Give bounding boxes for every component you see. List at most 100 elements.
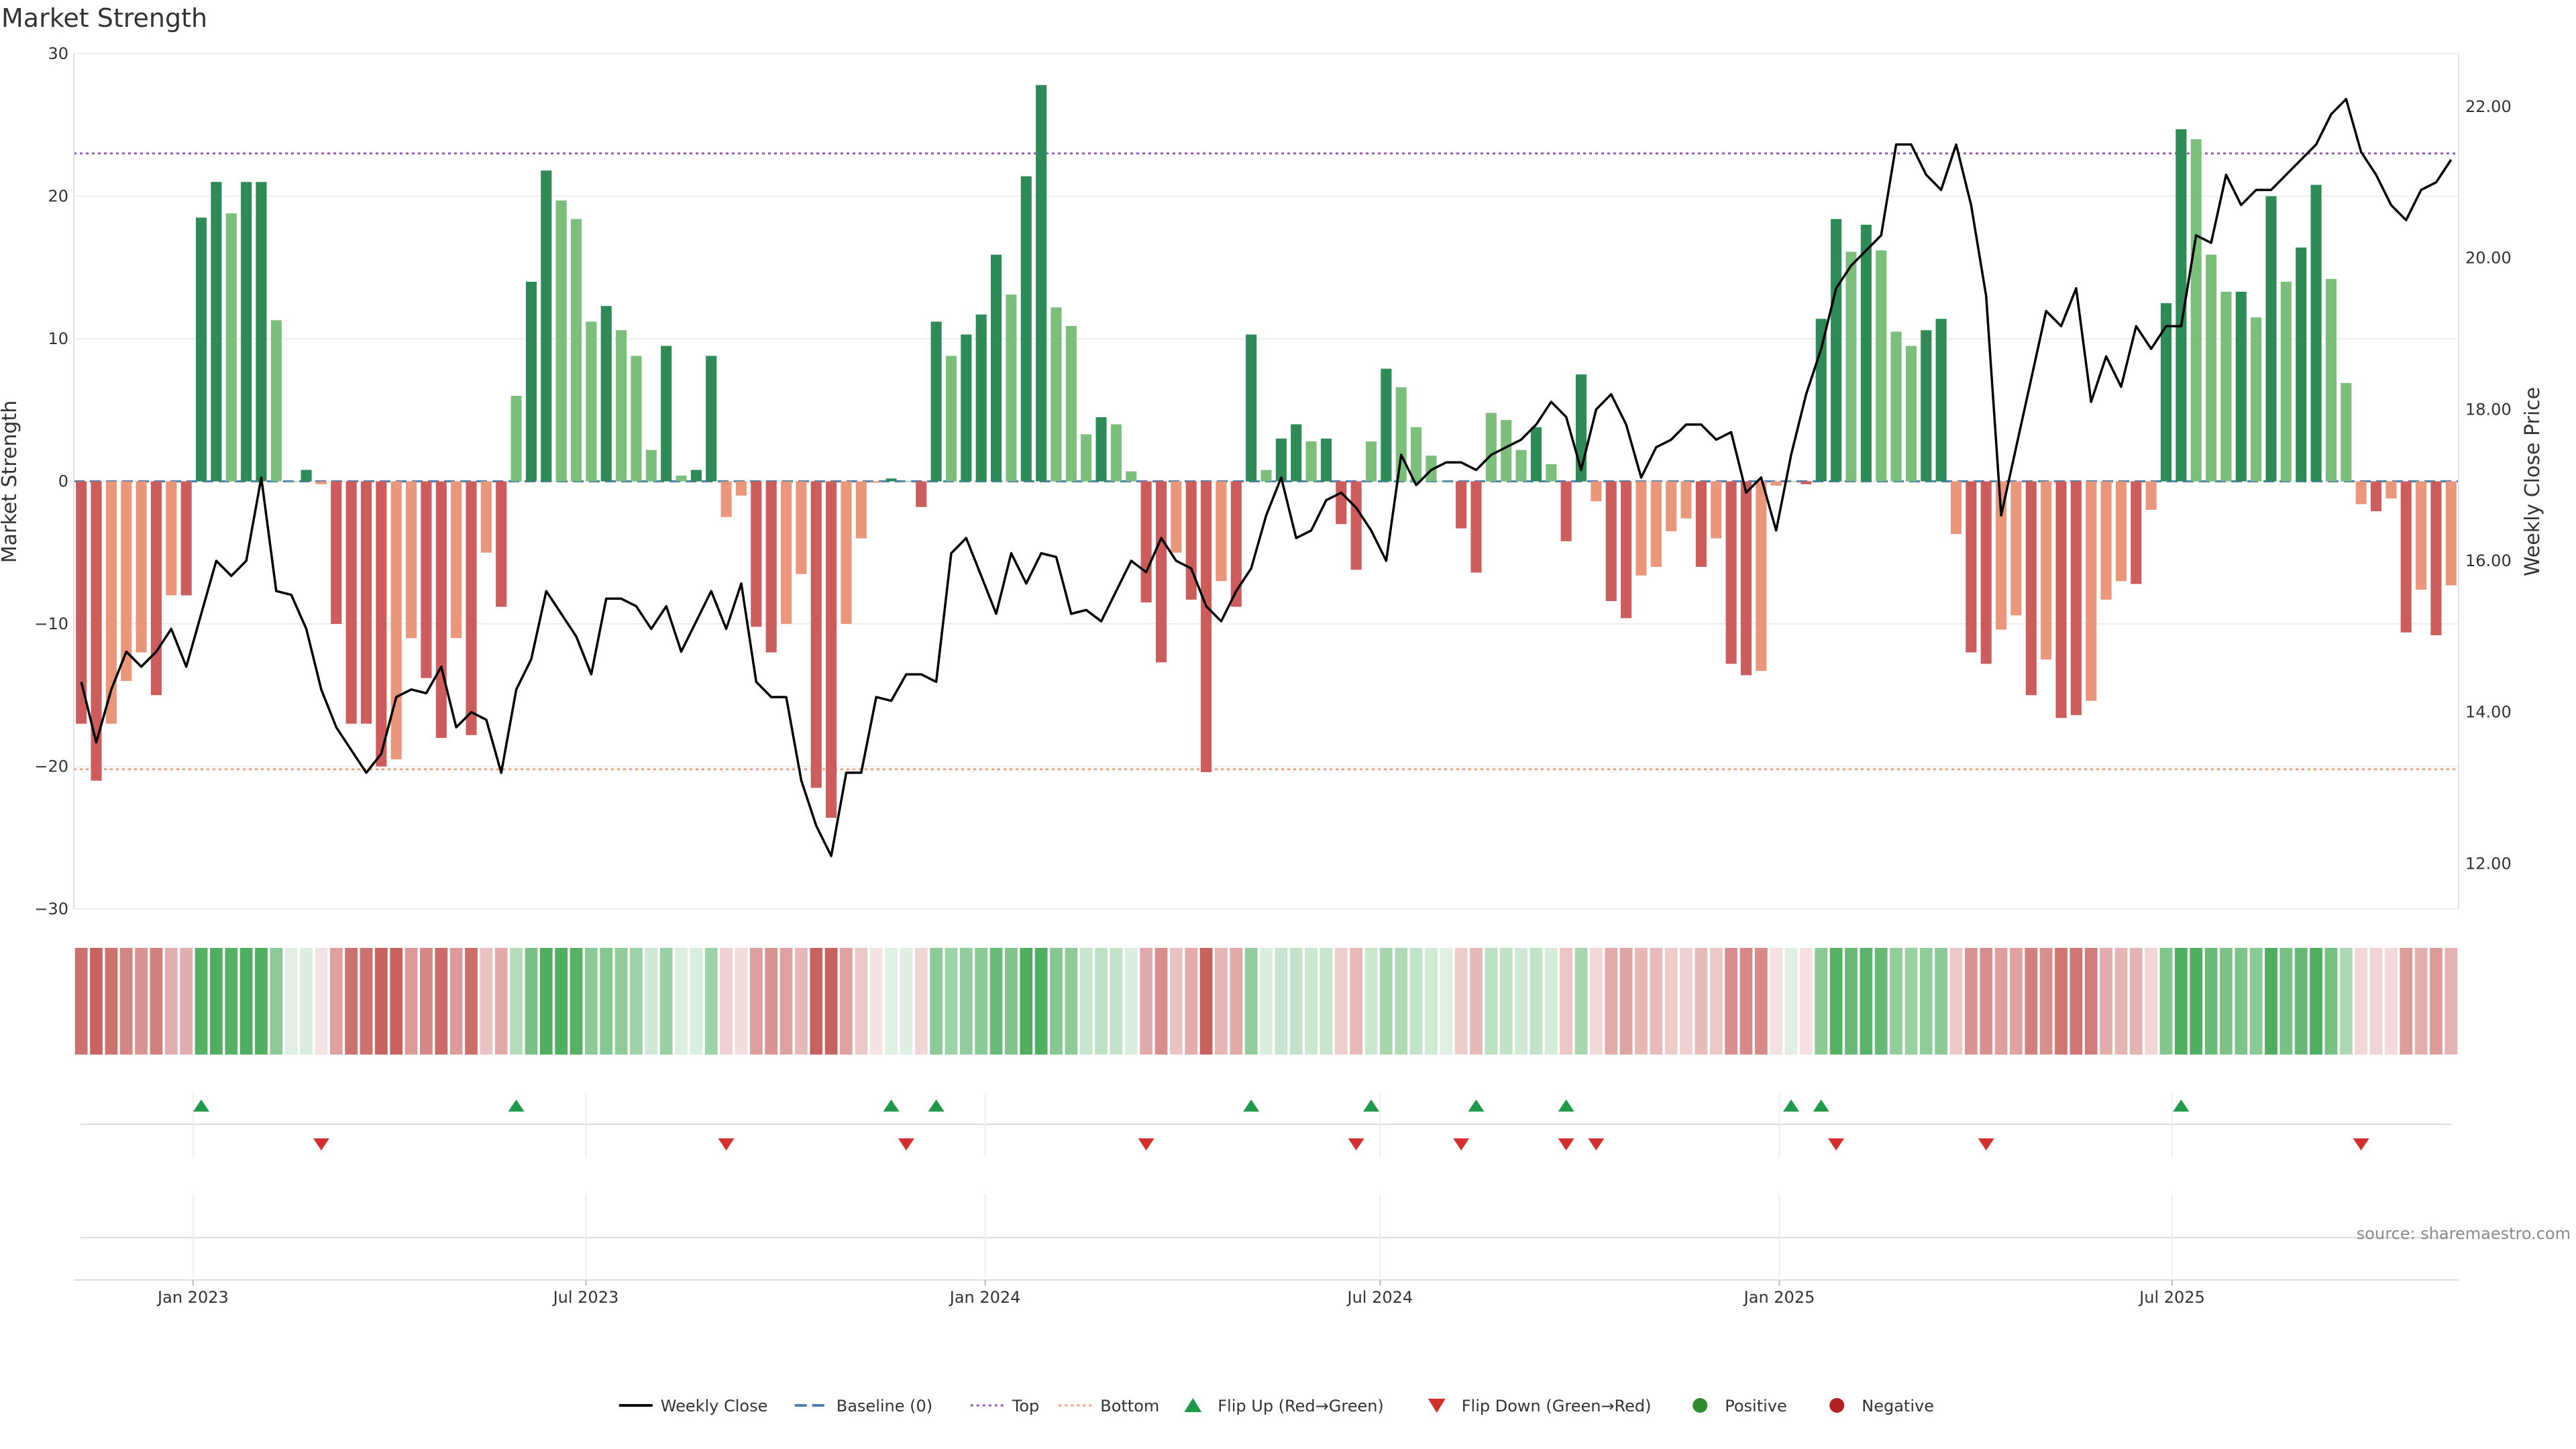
- heatmap-cell: [989, 948, 1003, 1055]
- legend-item-bottom: Bottom: [1059, 1397, 1159, 1415]
- heatmap-cell: [2190, 948, 2203, 1055]
- heatmap-cell: [449, 948, 463, 1055]
- legend-item-positive: Positive: [1693, 1397, 1787, 1415]
- heatmap-cell: [1275, 948, 1288, 1055]
- heatmap-cell: [239, 948, 253, 1055]
- strength-bar: [2041, 481, 2052, 660]
- heatmap-cell: [1379, 948, 1393, 1055]
- strength-bar: [1291, 424, 1302, 482]
- heatmap-cell: [374, 948, 388, 1055]
- heatmap-cell: [840, 948, 853, 1055]
- strength-bar: [1591, 481, 1602, 502]
- strength-bar: [180, 481, 192, 596]
- strength-bar: [301, 470, 312, 482]
- heatmap-cell: [2174, 948, 2188, 1055]
- heatmap-cell: [824, 948, 838, 1055]
- heatmap-cell: [1815, 948, 1828, 1055]
- strength-bar: [2100, 481, 2112, 600]
- strength-bar: [1230, 481, 1242, 607]
- strength-bar: [76, 481, 87, 724]
- heatmap-cell: [1544, 948, 1558, 1055]
- heatmap-cell: [1155, 948, 1168, 1055]
- heatmap-cell: [539, 948, 553, 1055]
- strength-bar: [225, 213, 237, 482]
- heatmap-cell: [1199, 948, 1213, 1055]
- strength-bar: [2235, 291, 2247, 482]
- heatmap-cell: [150, 948, 163, 1055]
- strength-bar: [1876, 250, 1887, 482]
- strength-bar: [780, 481, 792, 624]
- strength-bar: [1020, 176, 1032, 482]
- strength-bar: [1350, 481, 1362, 570]
- strength-bar: [765, 481, 777, 653]
- heatmap-cell: [1454, 948, 1468, 1055]
- strength-bar: [390, 481, 402, 759]
- strength-bar: [525, 282, 537, 482]
- strength-bar: [1110, 424, 1122, 482]
- strength-bar: [1605, 481, 1617, 601]
- heatmap-cell: [2369, 948, 2383, 1055]
- strength-bar: [241, 182, 252, 482]
- strength-bars: [76, 85, 2457, 818]
- strength-bar: [586, 321, 597, 482]
- flip-down-marker: [1348, 1138, 1364, 1150]
- x-tick-label: Jan 2025: [1743, 1288, 1815, 1307]
- heatmap-cell: [119, 948, 133, 1055]
- heatmap-cell: [2220, 948, 2233, 1055]
- strength-bar: [1501, 420, 1512, 482]
- heatmap-cell: [1919, 948, 1933, 1055]
- strength-bar: [916, 481, 927, 507]
- heatmap-cell: [1095, 948, 1108, 1055]
- heatmap-cell: [2039, 948, 2053, 1055]
- flip-down-marker: [1828, 1138, 1845, 1150]
- strength-bar: [735, 481, 747, 496]
- strength-bar: [1801, 481, 1812, 484]
- strength-bar: [360, 481, 372, 724]
- strength-bar: [511, 396, 522, 482]
- strength-bar: [2341, 382, 2352, 482]
- strength-bar: [256, 182, 267, 482]
- y2-tick-label: 20.00: [2465, 249, 2512, 268]
- heatmap-cell: [945, 948, 958, 1055]
- strength-bar: [1006, 294, 1017, 482]
- strength-bar: [451, 481, 462, 639]
- flip-up-marker: [508, 1099, 525, 1112]
- strength-bar: [2385, 481, 2397, 498]
- y2-tick-label: 12.00: [2465, 854, 2512, 873]
- strength-bar: [2325, 278, 2337, 482]
- strength-bar: [570, 219, 582, 482]
- heatmap-cell: [1244, 948, 1258, 1055]
- strength-bar: [136, 481, 147, 653]
- heatmap-cell: [1725, 948, 1738, 1055]
- strength-bar: [1456, 481, 1467, 529]
- heatmap-cell: [1169, 948, 1183, 1055]
- y-tick-label: 30: [48, 44, 68, 63]
- heatmap-cell: [1994, 948, 2008, 1055]
- legend-label: Bottom: [1100, 1397, 1159, 1415]
- heatmap-cell: [900, 948, 913, 1055]
- strength-bar: [2310, 184, 2322, 482]
- y-tick-label: −10: [34, 614, 68, 633]
- strength-bar: [810, 481, 822, 788]
- heatmap-cell: [1890, 948, 1902, 1055]
- y-tick-label: 10: [48, 329, 68, 348]
- strength-bar: [1815, 319, 1827, 482]
- heatmap-cell: [1124, 948, 1138, 1055]
- strength-bar: [2086, 481, 2097, 701]
- date-axis: Jan 2023 Jul 2023 Jan 2024 Jul 2024 Jan 2025…: [74, 1279, 2459, 1307]
- strength-bar: [435, 481, 447, 738]
- heatmap-cell: [1904, 948, 1918, 1055]
- heatmap-cell: [1589, 948, 1603, 1055]
- strength-bar: [885, 478, 897, 482]
- heatmap-cell: [1499, 948, 1513, 1055]
- strength-bar: [1695, 481, 1707, 567]
- strength-bar: [961, 334, 972, 482]
- heatmap-cell: [345, 948, 358, 1055]
- strength-bar: [2145, 481, 2157, 510]
- axes-layer: 30 20 10 0 −10 −20 −30 22.00 20.00 18.00 16.00 14.0…: [34, 44, 2511, 918]
- heatmap-cell: [1005, 948, 1018, 1055]
- y-tick-label: −20: [34, 757, 68, 776]
- heatmap-cell: [2129, 948, 2143, 1055]
- heatmap-cell: [1635, 948, 1648, 1055]
- strength-bar: [826, 481, 837, 818]
